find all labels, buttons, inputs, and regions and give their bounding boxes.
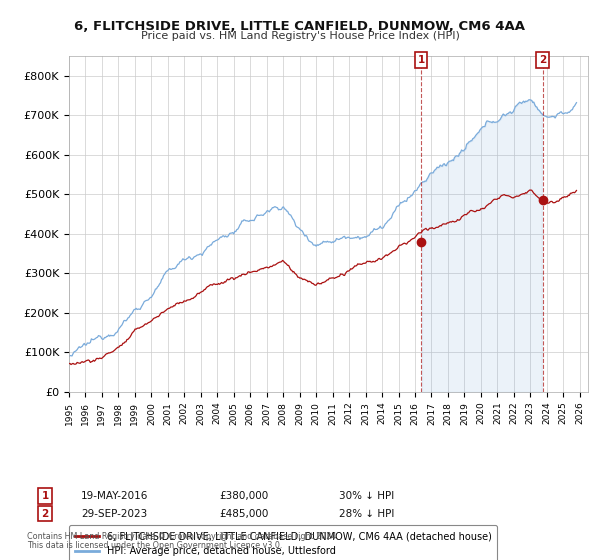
Text: 1: 1 — [418, 55, 425, 65]
Text: 29-SEP-2023: 29-SEP-2023 — [81, 508, 147, 519]
Text: 2: 2 — [539, 55, 547, 65]
Text: 30% ↓ HPI: 30% ↓ HPI — [339, 491, 394, 501]
Legend: 6, FLITCHSIDE DRIVE, LITTLE CANFIELD, DUNMOW, CM6 4AA (detached house), HPI: Ave: 6, FLITCHSIDE DRIVE, LITTLE CANFIELD, DU… — [68, 525, 497, 560]
Text: 1: 1 — [41, 491, 49, 501]
Text: Contains HM Land Registry data © Crown copyright and database right 2024.: Contains HM Land Registry data © Crown c… — [27, 532, 339, 541]
Text: 19-MAY-2016: 19-MAY-2016 — [81, 491, 148, 501]
Text: This data is licensed under the Open Government Licence v3.0.: This data is licensed under the Open Gov… — [27, 541, 283, 550]
Text: Price paid vs. HM Land Registry's House Price Index (HPI): Price paid vs. HM Land Registry's House … — [140, 31, 460, 41]
Text: 6, FLITCHSIDE DRIVE, LITTLE CANFIELD, DUNMOW, CM6 4AA: 6, FLITCHSIDE DRIVE, LITTLE CANFIELD, DU… — [74, 20, 526, 32]
Text: 2: 2 — [41, 508, 49, 519]
Text: 28% ↓ HPI: 28% ↓ HPI — [339, 508, 394, 519]
Text: £485,000: £485,000 — [219, 508, 268, 519]
Text: £380,000: £380,000 — [219, 491, 268, 501]
